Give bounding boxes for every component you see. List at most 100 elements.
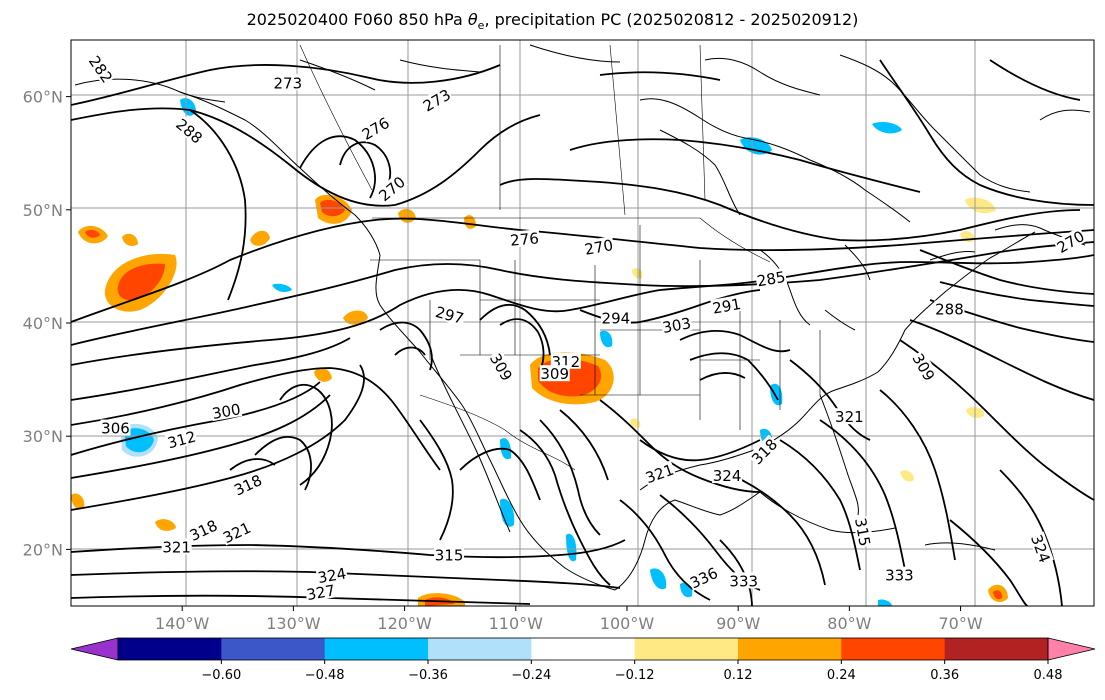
contour-label: 285: [754, 267, 788, 291]
contour-label-bg: [86, 51, 117, 86]
lat-tick-label: 20°N: [23, 540, 63, 559]
colorbar-segment: [428, 638, 532, 660]
contour-label: 300: [209, 400, 243, 423]
contour-label-text: 288: [935, 301, 964, 319]
contour-label-bg: [374, 172, 409, 205]
contour-label-text: 285: [756, 268, 787, 291]
precip-area: [900, 470, 914, 482]
contour-label: 315: [851, 515, 874, 549]
theta-e-contours: [71, 59, 1094, 606]
lon-tick-label: 100°W: [600, 614, 655, 633]
colorbar-extend-high: [1047, 637, 1096, 661]
contour-label-bg: [686, 563, 721, 591]
colorbar-segment: [324, 638, 429, 660]
latitude-ticks: 60°N 50°N 40°N 30°N 20°N: [23, 88, 71, 559]
contour-label: 324: [1027, 531, 1054, 566]
colorbar-tick-label: −0.48: [305, 668, 345, 683]
contour-label: 288: [934, 300, 965, 319]
contour-label-text: 321: [162, 538, 191, 556]
lat-tick-label: 40°N: [23, 314, 63, 333]
contour-label-bg: [100, 419, 131, 436]
contour-label-text: 315: [851, 516, 874, 547]
contour-label-bg: [434, 546, 465, 563]
colorbar-segment: [118, 638, 222, 660]
lon-tick-label: 80°W: [827, 614, 871, 633]
colorbar-tick-label: 0.12: [724, 668, 753, 683]
contour-label-text: 324: [713, 467, 742, 485]
colorbar-tick-label: 0.36: [930, 668, 959, 683]
contour-label: 276: [508, 229, 541, 250]
contour-label-bg: [209, 400, 243, 422]
coastlines-borders: [74, 44, 1091, 591]
political-borders: [299, 44, 821, 471]
contour-label-text: 291: [711, 295, 742, 318]
map-title: 2025020400 F060 850 hPa θe, precipitatio…: [246, 10, 859, 33]
contour-label-bg: [419, 85, 454, 115]
precip-area: [85, 229, 100, 238]
contour-label: 321: [161, 538, 192, 556]
colorbar-segment: [841, 638, 946, 660]
lat-tick-label: 60°N: [23, 88, 63, 107]
contour-label-bg: [315, 564, 348, 586]
contour-label: 333: [728, 572, 759, 590]
precip-area: [117, 263, 165, 301]
contour-label-bg: [550, 352, 581, 369]
colorbar-extend-low: [70, 637, 119, 661]
precip-area: [878, 599, 892, 606]
contour-label-text: 306: [101, 420, 130, 438]
contour-label-bg: [747, 434, 781, 468]
contour-label-bg: [487, 349, 517, 384]
precip-area: [122, 233, 138, 246]
colorbar-outline: [117, 637, 1049, 661]
contour-label-text: 294: [602, 310, 631, 328]
contour-label: 270: [582, 235, 615, 259]
contour-label-bg: [433, 302, 467, 327]
contour-label: 303: [660, 314, 693, 337]
precip-area: [770, 383, 783, 406]
contour-label-text: 270: [583, 236, 614, 259]
precip-area: [71, 493, 85, 510]
precip-area: [343, 310, 368, 325]
contour-label-text: 276: [509, 229, 539, 249]
contour-label: 324: [712, 467, 743, 485]
contour-label-bg: [660, 314, 693, 336]
colorbar-segment: [738, 638, 842, 660]
contour-label-bg: [1053, 226, 1088, 256]
contour-label-bg: [710, 294, 743, 316]
contour-label-text: 303: [661, 314, 692, 337]
contour-label-bg: [834, 408, 865, 425]
lon-tick-label: 140°W: [155, 614, 210, 633]
map-background: [71, 40, 1094, 606]
contour-label-bg: [934, 300, 965, 317]
contour-label-bg: [754, 267, 788, 289]
contour-label-bg: [230, 470, 265, 499]
colorbar-segment: [221, 638, 326, 660]
contour-label-bg: [1028, 531, 1054, 566]
contour-label: 306: [100, 419, 131, 438]
precip-area: [155, 519, 176, 531]
precip-area: [250, 230, 270, 246]
contour-label: 321: [834, 408, 865, 426]
contour-label-bg: [272, 74, 303, 91]
contour-label-text: 309: [540, 365, 569, 383]
lat-tick-label: 50°N: [23, 201, 63, 220]
contour-label-bg: [173, 114, 207, 147]
contour-label-text: 324: [316, 564, 347, 587]
contour-label-bg: [852, 515, 874, 549]
precip-area: [965, 197, 996, 214]
colorbar-segment: [944, 638, 1049, 660]
contour-label: 315: [434, 546, 465, 564]
precip-area: [314, 367, 332, 382]
contour-label-text: 333: [729, 572, 758, 590]
theta-symbol: θ: [467, 10, 478, 29]
contour-label: 273: [272, 74, 303, 92]
contour-label-bg: [539, 365, 570, 382]
precip-area: [600, 330, 613, 348]
contour-label-bg: [884, 566, 915, 583]
contour-label-bg: [600, 309, 631, 326]
colorbar-segment: [634, 638, 739, 660]
lon-tick-label: 70°W: [938, 614, 982, 633]
contour-label: 327: [304, 581, 337, 604]
lon-tick-label: 120°W: [377, 614, 432, 633]
